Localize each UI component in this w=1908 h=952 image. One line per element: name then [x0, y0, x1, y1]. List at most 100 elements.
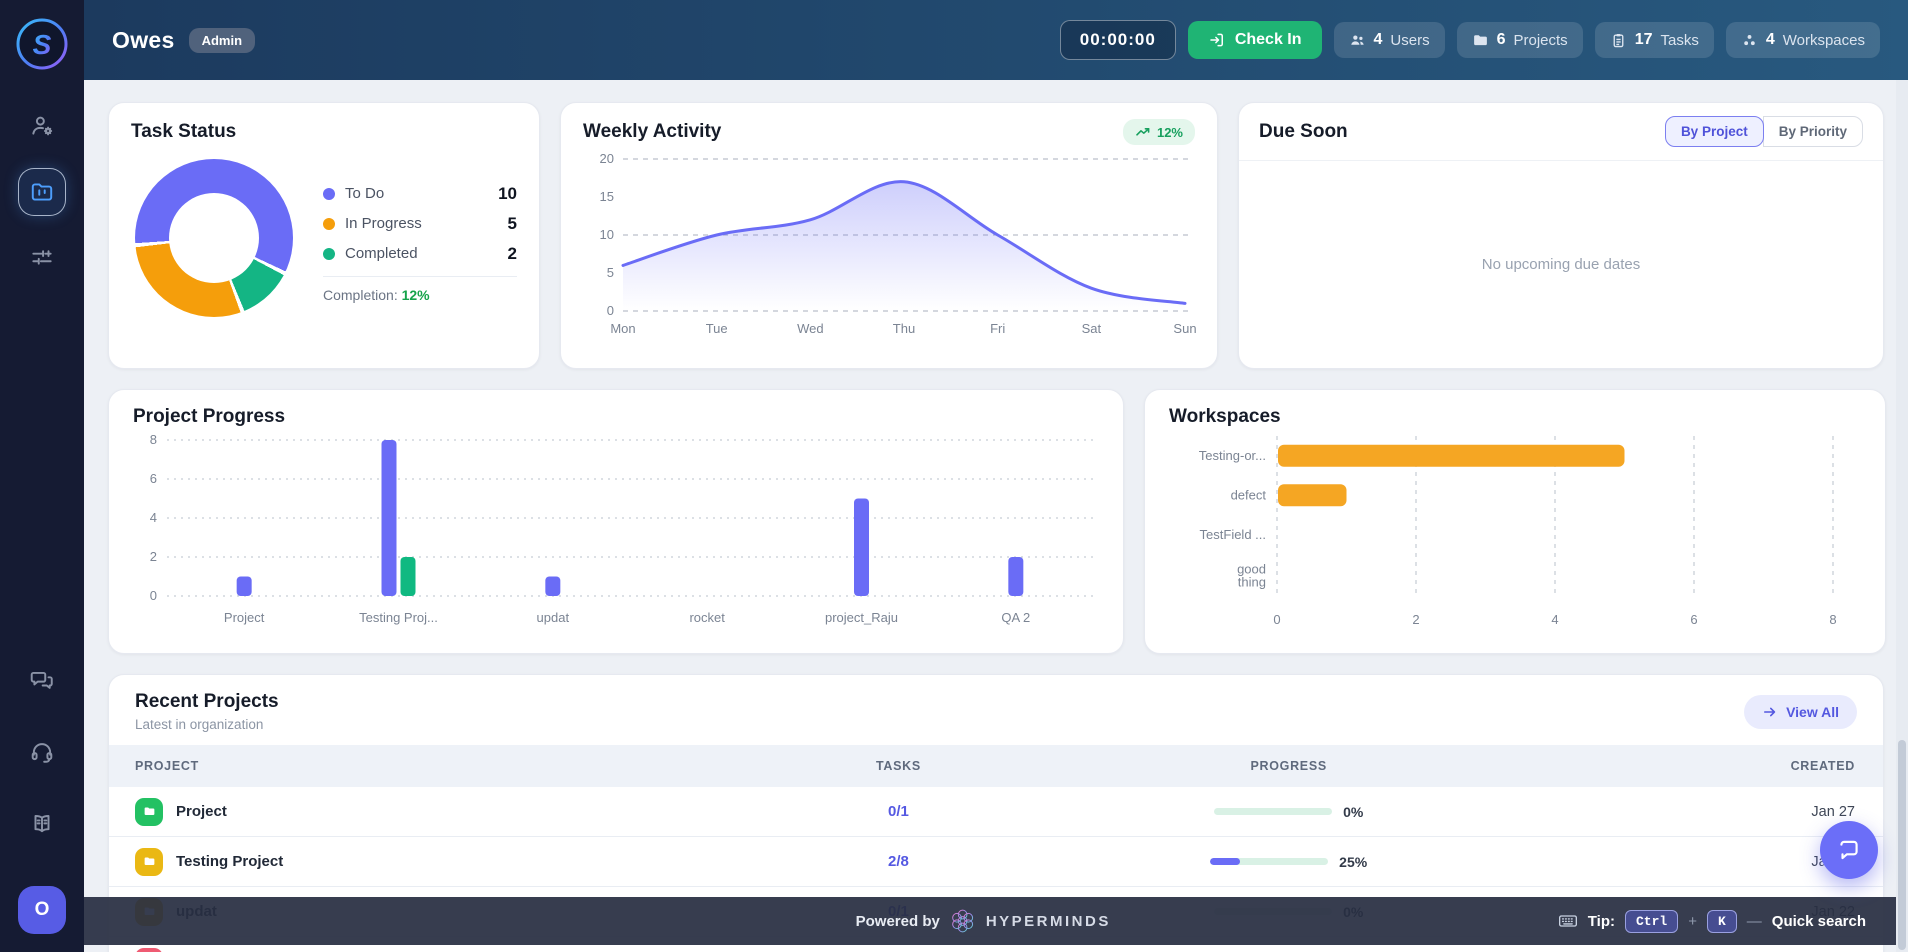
- stat-tasks-value: 17: [1634, 31, 1653, 48]
- workspaces-dots-icon: [1741, 32, 1758, 49]
- svg-text:Project: Project: [224, 610, 265, 625]
- sidebar-item-support[interactable]: [18, 728, 66, 776]
- svg-text:6: 6: [150, 471, 157, 486]
- due-soon-head: Due Soon By Project By Priority: [1239, 103, 1883, 161]
- scrollbar-thumb[interactable]: [1898, 740, 1906, 950]
- project-name: Testing Project: [176, 853, 284, 870]
- folder-glyph: [144, 857, 154, 866]
- clipboard-icon: [1610, 32, 1627, 49]
- middle-cards-row: Project Progress 0 2 4 6 8 Project Testing Pro…: [108, 389, 1886, 654]
- chat-fab-button[interactable]: [1820, 821, 1878, 879]
- svg-text:4: 4: [1551, 612, 1558, 627]
- legend-item-0: To Do 10: [323, 184, 517, 204]
- tab-by-project[interactable]: By Project: [1664, 116, 1764, 147]
- k-keycap: K: [1706, 909, 1737, 933]
- svg-text:5: 5: [607, 265, 614, 280]
- legend-value: 2: [507, 243, 517, 263]
- weekly-activity-chart: 0 5 10 15 20 Mon Tue Wed Thu Fri Sat Sun: [600, 151, 1197, 336]
- footer-bar: Powered by HYPERMINDS Tip: Ctrl + K — Qu…: [84, 897, 1908, 945]
- stat-projects[interactable]: 6 Projects: [1456, 22, 1583, 58]
- app-logo[interactable]: S: [14, 16, 70, 72]
- project-name: Project: [176, 803, 227, 820]
- user-gear-icon: [32, 116, 53, 136]
- powered-by-label: Powered by: [855, 912, 940, 930]
- sidebar-item-settings[interactable]: [18, 234, 66, 282]
- header-left: Owes Admin: [112, 26, 256, 54]
- stat-users[interactable]: 4 Users: [1333, 22, 1445, 58]
- project-name-cell: rocket: [109, 947, 748, 952]
- sidebar-item-docs[interactable]: [18, 800, 66, 848]
- view-all-button[interactable]: View All: [1744, 694, 1857, 729]
- svg-text:Fri: Fri: [990, 321, 1005, 336]
- project-progress-cell: 0%: [1049, 804, 1528, 820]
- column-project: PROJECT: [135, 759, 199, 773]
- quick-search-tip: Tip: Ctrl + K — Quick search: [1558, 909, 1908, 933]
- sidebar-nav-top: [18, 102, 66, 282]
- project-tasks-link[interactable]: 2/8: [887, 853, 909, 870]
- stat-workspaces[interactable]: 4 Workspaces: [1725, 22, 1880, 58]
- svg-text:8: 8: [1829, 612, 1836, 627]
- svg-text:Sat: Sat: [1082, 321, 1102, 336]
- book-icon: [34, 815, 50, 833]
- due-soon-title: Due Soon: [1259, 120, 1348, 142]
- ctrl-keycap: Ctrl: [1624, 909, 1679, 933]
- legend-label: To Do: [345, 185, 385, 202]
- user-avatar[interactable]: O: [18, 886, 66, 934]
- task-status-legend: To Do 10 In Progress 5 Completed 2 Compl…: [293, 174, 517, 303]
- svg-text:Tue: Tue: [706, 321, 728, 336]
- legend-dot: [323, 247, 335, 260]
- legend-label: Completed: [345, 245, 418, 262]
- legend-label: In Progress: [345, 215, 422, 232]
- dash-separator: —: [1746, 912, 1762, 930]
- hyperminds-logo-icon: [952, 909, 974, 933]
- svg-text:0: 0: [150, 588, 157, 603]
- recent-projects-head: Recent Projects Latest in organization V…: [109, 675, 1883, 745]
- project-tasks-link[interactable]: 0/1: [887, 803, 909, 820]
- weekly-activity-title: Weekly Activity: [583, 121, 722, 142]
- admin-badge: Admin: [188, 27, 256, 53]
- stat-users-label: Users: [1390, 31, 1430, 49]
- svg-text:Sun: Sun: [1173, 321, 1196, 336]
- sidebar-item-projects[interactable]: [18, 168, 66, 216]
- workspaces-chart: 0 2 4 6 8 Testing-or... defect TestField ... goo…: [1199, 436, 1837, 627]
- stat-tasks-label: Tasks: [1660, 31, 1699, 49]
- svg-text:Wed: Wed: [797, 321, 824, 336]
- project-folder-icon: [135, 847, 163, 876]
- page-title: Owes: [112, 26, 175, 53]
- task-status-card: Task Status To Do 10 In Progress 5 Compl…: [108, 102, 540, 369]
- svg-text:0: 0: [607, 303, 614, 318]
- stat-projects-label: Projects: [1513, 31, 1568, 49]
- stat-tasks[interactable]: 17 Tasks: [1594, 22, 1714, 58]
- timer-display: 00:00:00: [1059, 20, 1176, 60]
- project-folder-icon: [135, 797, 163, 826]
- svg-text:2: 2: [150, 549, 157, 564]
- sidebar-item-users[interactable]: [18, 102, 66, 150]
- tab-by-priority[interactable]: By Priority: [1762, 116, 1863, 147]
- top-header: Owes Admin 00:00:00 Check In 4 Users 6 P…: [84, 0, 1908, 80]
- progress-label: 25%: [1339, 853, 1368, 870]
- check-in-button[interactable]: Check In: [1187, 21, 1322, 59]
- stat-workspaces-value: 4: [1765, 31, 1775, 48]
- recent-projects-subtitle: Latest in organization: [135, 717, 264, 732]
- svg-text:15: 15: [600, 189, 614, 204]
- chat-bubbles-icon: [30, 671, 53, 689]
- project-name-cell: Testing Project: [109, 847, 748, 876]
- svg-text:Mon: Mon: [610, 321, 635, 336]
- svg-text:S: S: [33, 29, 52, 60]
- column-progress: PROGRESS: [1250, 759, 1327, 773]
- project-row-1[interactable]: Testing Project 2/8 25% Jan 27: [109, 837, 1883, 887]
- page-scrollbar[interactable]: [1896, 80, 1908, 952]
- project-row-0[interactable]: Project 0/1 0% Jan 27: [109, 787, 1883, 837]
- task-status-donut-chart: [135, 159, 293, 317]
- check-in-arrow-icon: [1210, 33, 1223, 47]
- legend-divider: [323, 275, 517, 277]
- due-soon-card: Due Soon By Project By Priority No upcom…: [1238, 102, 1884, 369]
- legend-dot: [323, 217, 335, 230]
- due-soon-toggle: By Project By Priority: [1664, 116, 1863, 147]
- svg-text:10: 10: [600, 227, 614, 242]
- sidebar-item-chat[interactable]: [18, 656, 66, 704]
- main-content: Task Status To Do 10 In Progress 5 Compl…: [84, 80, 1908, 952]
- project-progress-chart: 0 2 4 6 8 Project Testing Proj... updat rocket pr…: [150, 432, 1097, 625]
- svg-text:Testing Proj...: Testing Proj...: [359, 610, 438, 625]
- legend-item-1: In Progress 5: [323, 214, 517, 234]
